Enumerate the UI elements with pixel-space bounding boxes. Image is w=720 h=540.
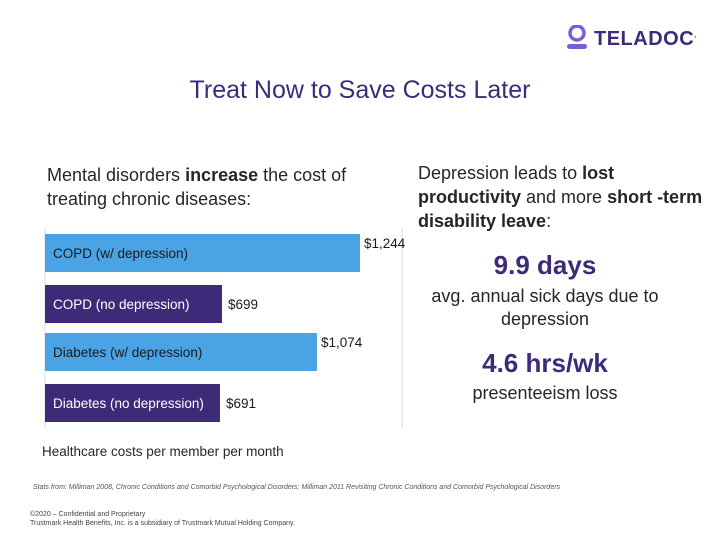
bar-category-label-3: Diabetes (w/ depression) (53, 345, 202, 360)
left-intro-text: Mental disorders increase the cost of tr… (47, 165, 347, 209)
bar-4 (45, 384, 220, 422)
teladoc-logo: TELADOC. (566, 24, 697, 54)
right-intro-text: Depression leads to lost productivity an… (418, 163, 703, 231)
bar-3 (45, 333, 317, 371)
logo-text: TELADOC. (594, 27, 697, 50)
bar-category-label-4: Diabetes (no depression) (53, 396, 204, 411)
footer: ©2020 – Confidential and Proprietary Tru… (30, 510, 295, 528)
footer-company: Trustmark Health Benefits, Inc. is a sub… (30, 520, 295, 527)
stat-presenteeism-value: 4.6 hrs/wk (482, 348, 608, 378)
bar-category-label-2: COPD (no depression) (53, 297, 190, 312)
stat-sick-days-label: avg. annual sick days due to depression (431, 286, 659, 329)
bar-1 (45, 234, 360, 272)
bar-value-label-1: $1,244 (364, 236, 406, 251)
bar-value-label-3: $1,074 (321, 335, 363, 350)
chart-x-label: Healthcare costs per member per month (42, 444, 284, 459)
bar-category-label-1: COPD (w/ depression) (53, 246, 188, 261)
source-citation: Stats from: Milliman 2008, Chronic Condi… (33, 484, 561, 491)
page-title: Treat Now to Save Costs Later (189, 76, 531, 104)
bar-value-label-2: $699 (228, 297, 258, 312)
footer-copyright: ©2020 – Confidential and Proprietary (30, 511, 146, 518)
bar-2 (45, 285, 222, 323)
stat-presenteeism-label: presenteeism loss (472, 383, 618, 403)
stat-sick-days-value: 9.9 days (493, 250, 597, 280)
teladoc-logo-icon (567, 25, 587, 49)
bar-value-label-4: $691 (226, 396, 256, 411)
